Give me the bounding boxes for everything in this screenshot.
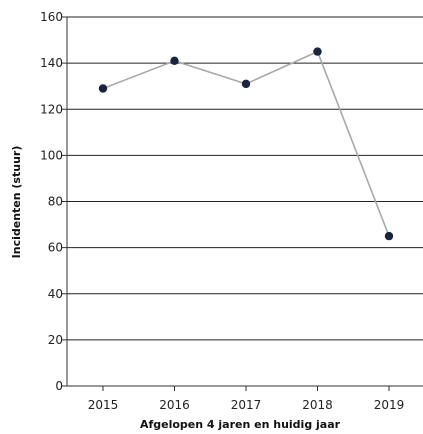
series-line-0 (102, 50, 390, 237)
x-tick-label-2016: 2016 (159, 398, 190, 412)
gridlines (67, 16, 423, 341)
x-tick-label-2017: 2017 (231, 398, 262, 412)
y-tick-label-120: 120 (40, 102, 63, 116)
x-axis-title: Afgelopen 4 jaren en huidig jaar (140, 418, 341, 431)
y-tick-label-60: 60 (48, 241, 63, 255)
y-tick-label-0: 0 (55, 379, 63, 393)
x-tick-labels: 2015 2016 2017 2018 2019 (88, 398, 405, 412)
x-tick-label-2015: 2015 (88, 398, 119, 412)
data-point-2017 (241, 79, 251, 89)
data-point-2018 (313, 47, 322, 56)
y-tick-label-140: 140 (40, 56, 63, 70)
data-point-2016 (170, 56, 179, 66)
y-tick-labels: 0 20 40 60 80 100 120 140 160 (40, 10, 63, 393)
y-tick-label-40: 40 (48, 287, 63, 301)
axes (62, 16, 423, 391)
data-point-2019 (384, 231, 394, 241)
y-tick-label-100: 100 (40, 148, 63, 162)
series (98, 47, 394, 241)
y-tick-label-160: 160 (40, 10, 63, 24)
y-tick-label-80: 80 (48, 195, 63, 209)
y-axis-title: Incidenten (stuur) (10, 146, 23, 259)
y-tick-label-20: 20 (48, 333, 63, 347)
x-tick-label-2018: 2018 (302, 398, 333, 412)
data-point-2015 (98, 84, 108, 93)
x-tick-label-2019: 2019 (374, 398, 405, 412)
